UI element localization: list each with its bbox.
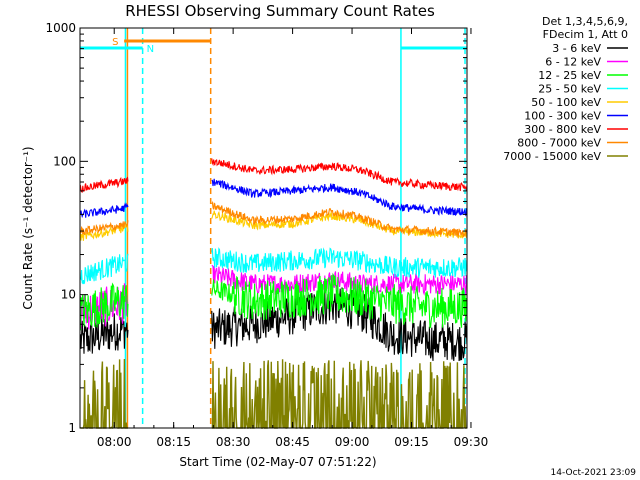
series-line-12-25-kev bbox=[79, 272, 468, 331]
x-tick-label-09-15: 09:15 bbox=[394, 435, 429, 449]
plot-content: SN bbox=[79, 28, 468, 429]
y-axis: 1 10 100 1000 bbox=[45, 21, 467, 435]
legend-label-800-7000-kev: 800 - 7000 keV bbox=[517, 137, 601, 150]
legend-label-6-12-kev: 6 - 12 keV bbox=[545, 56, 601, 69]
generation-timestamp: 14-Oct-2021 23:09 bbox=[551, 468, 637, 478]
y-tick-label-1: 1 bbox=[68, 421, 76, 435]
x-tick-label-08-30: 08:30 bbox=[216, 435, 251, 449]
legend-label-100-300-kev: 100 - 300 keV bbox=[524, 110, 601, 123]
legend-label-12-25-kev: 12 - 25 keV bbox=[538, 69, 601, 82]
flag-label-n: N bbox=[147, 44, 154, 55]
chart-title: RHESSI Observing Summary Count Rates bbox=[125, 2, 435, 20]
series-line-7000-15000-kev bbox=[80, 358, 467, 429]
y-tick-label-1000: 1000 bbox=[45, 21, 76, 35]
x-axis-label: Start Time (02-May-07 07:51:22) bbox=[179, 455, 376, 469]
series-line-300-800-kev bbox=[79, 158, 468, 193]
legend-label-50-100-kev: 50 - 100 keV bbox=[531, 96, 601, 109]
x-tick-label-09-00: 09:00 bbox=[335, 435, 370, 449]
y-axis-label: Count Rate (s⁻¹ detector⁻¹) bbox=[21, 146, 35, 309]
series-line-25-50-kev bbox=[79, 247, 468, 285]
legend-label-3-6-kev: 3 - 6 keV bbox=[552, 42, 601, 55]
series-line-800-7000-kev bbox=[79, 200, 467, 239]
x-axis: 08:00 08:15 08:30 08:45 09:00 09:15 09:30 bbox=[97, 28, 488, 449]
x-tick-label-09-30: 09:30 bbox=[454, 435, 489, 449]
legend-label-7000-15000-kev: 7000 - 15000 keV bbox=[503, 150, 601, 163]
legend-label-25-50-kev: 25 - 50 keV bbox=[538, 83, 601, 96]
legend-header-line-1: Det 1,3,4,5,6,9, bbox=[542, 15, 628, 28]
y-tick-label-10: 10 bbox=[61, 288, 76, 302]
x-tick-label-08-00: 08:00 bbox=[97, 435, 132, 449]
x-tick-label-08-15: 08:15 bbox=[156, 435, 191, 449]
y-tick-label-100: 100 bbox=[53, 154, 76, 168]
legend: Det 1,3,4,5,6,9, FDecim 1, Att 0 3 - 6 k… bbox=[503, 15, 628, 163]
legend-label-300-800-kev: 300 - 800 keV bbox=[524, 123, 601, 136]
plot-frame bbox=[79, 27, 468, 429]
series-line-50-100-kev bbox=[79, 210, 468, 241]
series-line-100-300-kev bbox=[79, 178, 468, 219]
flag-label-s: S bbox=[112, 37, 118, 48]
legend-header-line-2: FDecim 1, Att 0 bbox=[543, 28, 628, 41]
x-tick-label-08-45: 08:45 bbox=[275, 435, 310, 449]
